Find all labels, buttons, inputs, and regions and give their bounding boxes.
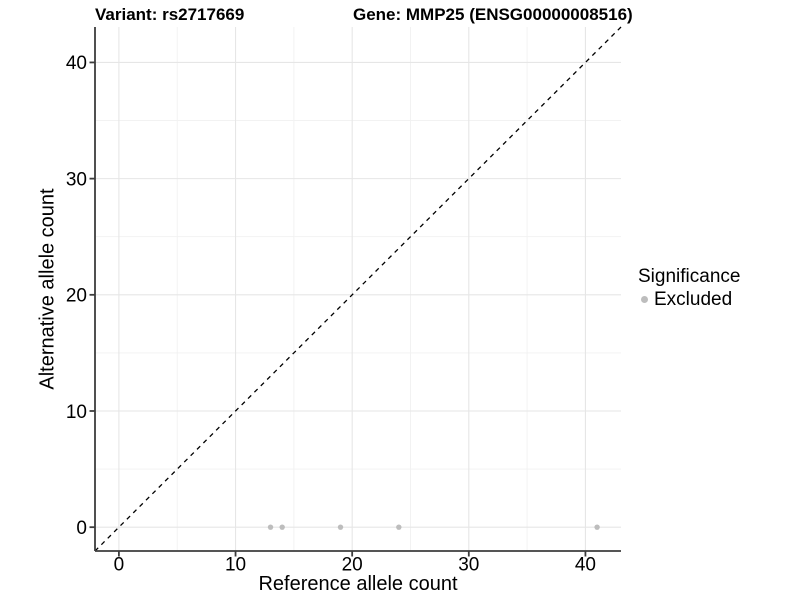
y-tick-label: 30 <box>66 169 87 190</box>
x-tick-label: 40 <box>575 555 596 576</box>
data-point <box>337 524 344 530</box>
variant-title: Variant: rs2717669 <box>95 5 245 24</box>
y-tick-label: 10 <box>66 402 87 423</box>
excluded-point-icon <box>641 296 648 303</box>
data-point <box>267 524 274 530</box>
x-tick-label: 30 <box>458 555 479 576</box>
legend-item-excluded: Excluded <box>638 289 740 310</box>
y-tick-label: 0 <box>76 518 87 539</box>
legend: Significance Excluded <box>638 266 740 310</box>
data-point <box>396 524 402 530</box>
legend-title: Significance <box>638 266 741 287</box>
identity-dashed-line <box>94 26 622 552</box>
x-tick-label: 0 <box>114 555 125 576</box>
data-point <box>279 524 285 530</box>
x-tick-label: 10 <box>225 555 246 576</box>
x-tick-label: 20 <box>342 555 363 576</box>
x-axis-title: Reference allele count <box>258 573 458 595</box>
data-point <box>594 524 600 530</box>
y-axis-title: Alternative allele count <box>36 188 59 390</box>
legend-item-label: Excluded <box>654 289 733 310</box>
y-tick-label: 20 <box>66 286 87 307</box>
y-tick-label: 40 <box>66 53 87 74</box>
gene-title: Gene: MMP25 (ENSG00000008516) <box>353 5 633 24</box>
